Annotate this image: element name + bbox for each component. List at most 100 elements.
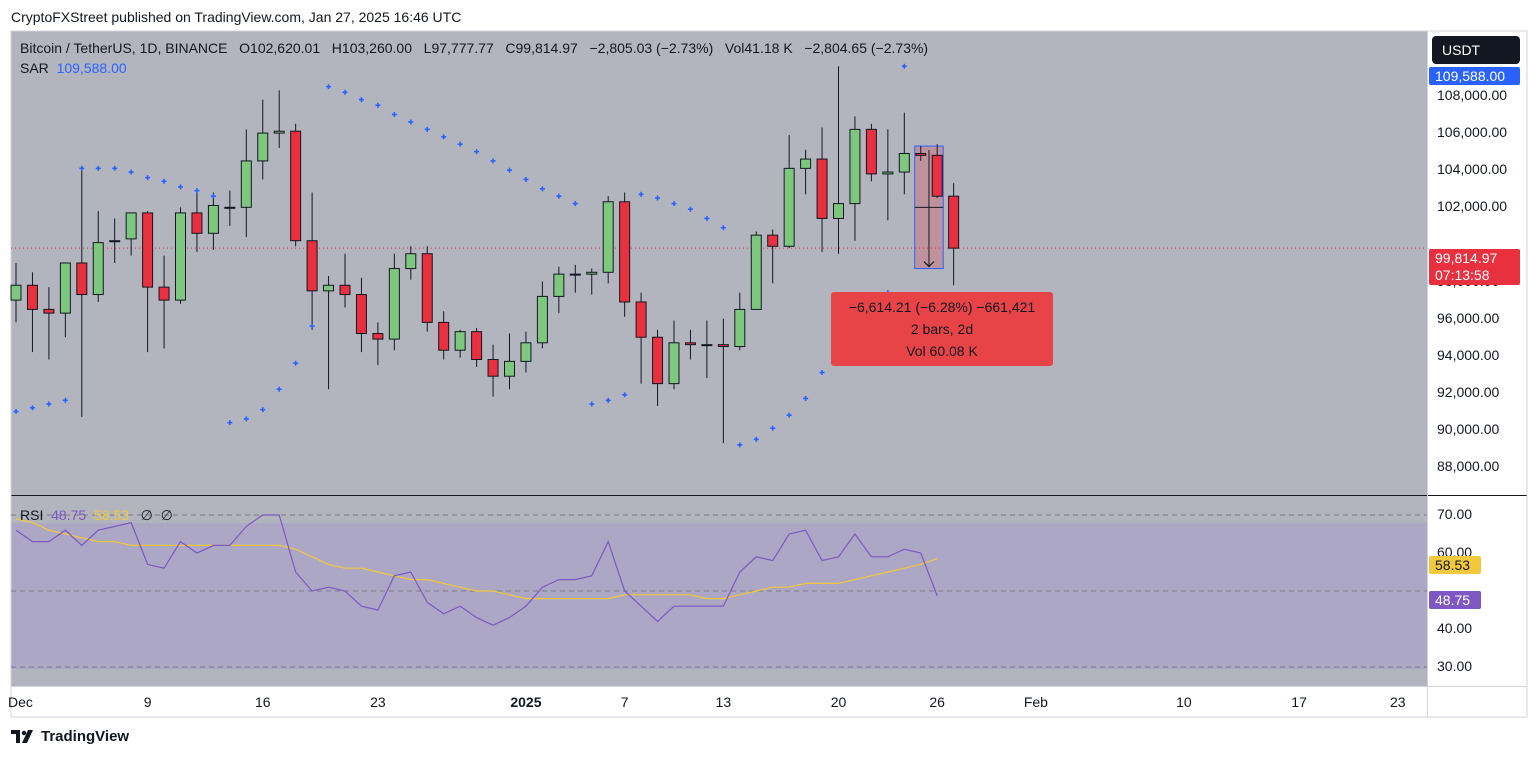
candle[interactable] bbox=[619, 192, 631, 317]
candle[interactable] bbox=[92, 211, 104, 302]
candle-body bbox=[586, 271, 598, 275]
footer-brand[interactable]: TradingView bbox=[11, 728, 129, 745]
candle[interactable] bbox=[273, 90, 285, 148]
candle[interactable] bbox=[207, 192, 219, 251]
candle[interactable] bbox=[388, 253, 400, 351]
candle[interactable] bbox=[668, 320, 680, 390]
candle[interactable] bbox=[471, 327, 483, 367]
candle[interactable] bbox=[553, 266, 565, 314]
time-tick-label: 13 bbox=[715, 694, 732, 710]
candle[interactable] bbox=[339, 253, 351, 308]
candle[interactable] bbox=[158, 255, 170, 349]
candle[interactable] bbox=[849, 116, 861, 241]
candle[interactable] bbox=[26, 272, 38, 353]
measure-volume: Vol 60.08 K bbox=[906, 343, 978, 359]
candle[interactable] bbox=[504, 333, 515, 390]
sar-point bbox=[687, 206, 693, 212]
candle[interactable] bbox=[240, 129, 252, 238]
candle[interactable] bbox=[767, 229, 779, 284]
measure-tooltip: −6,614.21 (−6.28%) −661,421 2 bars, 2d V… bbox=[831, 292, 1053, 366]
candle[interactable] bbox=[43, 287, 55, 360]
candle-body bbox=[767, 234, 779, 247]
candle[interactable] bbox=[520, 331, 532, 373]
candle[interactable] bbox=[355, 277, 367, 353]
footer-brand-name: TradingView bbox=[41, 728, 130, 745]
candle-body bbox=[717, 344, 729, 348]
candle-body bbox=[734, 308, 746, 348]
candle[interactable] bbox=[569, 264, 581, 293]
candle[interactable] bbox=[109, 218, 121, 263]
candle[interactable] bbox=[59, 262, 71, 338]
candle[interactable] bbox=[586, 268, 598, 295]
sar-point bbox=[293, 360, 299, 366]
candle[interactable] bbox=[125, 212, 137, 256]
candle[interactable] bbox=[635, 292, 647, 384]
sar-point bbox=[128, 169, 134, 175]
sar-point bbox=[342, 89, 348, 95]
sar-point bbox=[572, 201, 578, 207]
sar-point bbox=[210, 193, 216, 199]
candle[interactable] bbox=[405, 246, 417, 280]
candle[interactable] bbox=[882, 129, 894, 221]
legend-close: C99,814.97 bbox=[505, 40, 578, 56]
candle[interactable] bbox=[898, 112, 910, 195]
candle-body bbox=[175, 212, 186, 301]
candle[interactable] bbox=[372, 322, 384, 366]
candle-body bbox=[355, 294, 367, 335]
time-tick-label: Feb bbox=[1023, 694, 1048, 710]
candle[interactable] bbox=[833, 66, 844, 254]
candle[interactable] bbox=[191, 190, 203, 252]
candle[interactable] bbox=[800, 149, 812, 195]
candle[interactable] bbox=[142, 211, 154, 353]
candle[interactable] bbox=[257, 99, 269, 180]
candle[interactable] bbox=[865, 123, 877, 182]
candle-body bbox=[635, 301, 647, 338]
candle[interactable] bbox=[931, 144, 943, 199]
candle[interactable] bbox=[717, 318, 729, 444]
rsi-ma-line bbox=[15, 518, 938, 600]
candle[interactable] bbox=[684, 329, 696, 360]
candle-body bbox=[865, 128, 877, 175]
candle[interactable] bbox=[421, 246, 433, 332]
candle[interactable] bbox=[915, 146, 927, 161]
candle[interactable] bbox=[487, 344, 499, 397]
rsi-legend: RSI 48.75 58.53 ∅ ∅ bbox=[20, 507, 173, 524]
candle-body bbox=[504, 360, 515, 377]
price-tick-label: 108,000.00 bbox=[1437, 86, 1508, 103]
sar-point bbox=[474, 149, 480, 155]
sar-label: SAR bbox=[20, 60, 49, 76]
candle-body bbox=[915, 152, 927, 156]
candle[interactable] bbox=[948, 183, 960, 286]
price-tick-label: 92,000.00 bbox=[1437, 383, 1500, 400]
candle[interactable] bbox=[290, 123, 302, 247]
sar-point bbox=[46, 401, 52, 407]
candle[interactable] bbox=[701, 320, 713, 379]
candle-body bbox=[339, 284, 351, 296]
candle[interactable] bbox=[734, 292, 746, 351]
sar-point bbox=[243, 416, 249, 422]
candle[interactable] bbox=[175, 207, 186, 304]
candle[interactable] bbox=[652, 329, 664, 406]
candle[interactable] bbox=[750, 231, 762, 310]
candle[interactable] bbox=[323, 275, 335, 390]
time-tick-label: 20 bbox=[830, 694, 847, 710]
candle[interactable] bbox=[306, 192, 318, 330]
time-tick-label: Dec bbox=[8, 694, 33, 710]
candle[interactable] bbox=[602, 196, 614, 284]
candle-body bbox=[898, 152, 910, 173]
currency-button[interactable]: USDT bbox=[1432, 36, 1520, 64]
legend-open: O102,620.01 bbox=[239, 40, 321, 56]
sar-point bbox=[62, 397, 68, 403]
sar-point bbox=[260, 407, 266, 413]
candle[interactable] bbox=[76, 168, 88, 418]
candle[interactable] bbox=[454, 329, 466, 358]
candle[interactable] bbox=[10, 263, 22, 323]
rsi-tag: 48.75 bbox=[1429, 591, 1481, 609]
candle[interactable] bbox=[816, 127, 828, 252]
candle[interactable] bbox=[438, 311, 450, 360]
candle[interactable] bbox=[536, 281, 548, 349]
time-tick-label: 7 bbox=[620, 694, 629, 710]
candle[interactable] bbox=[224, 190, 236, 226]
candle[interactable] bbox=[783, 134, 795, 249]
